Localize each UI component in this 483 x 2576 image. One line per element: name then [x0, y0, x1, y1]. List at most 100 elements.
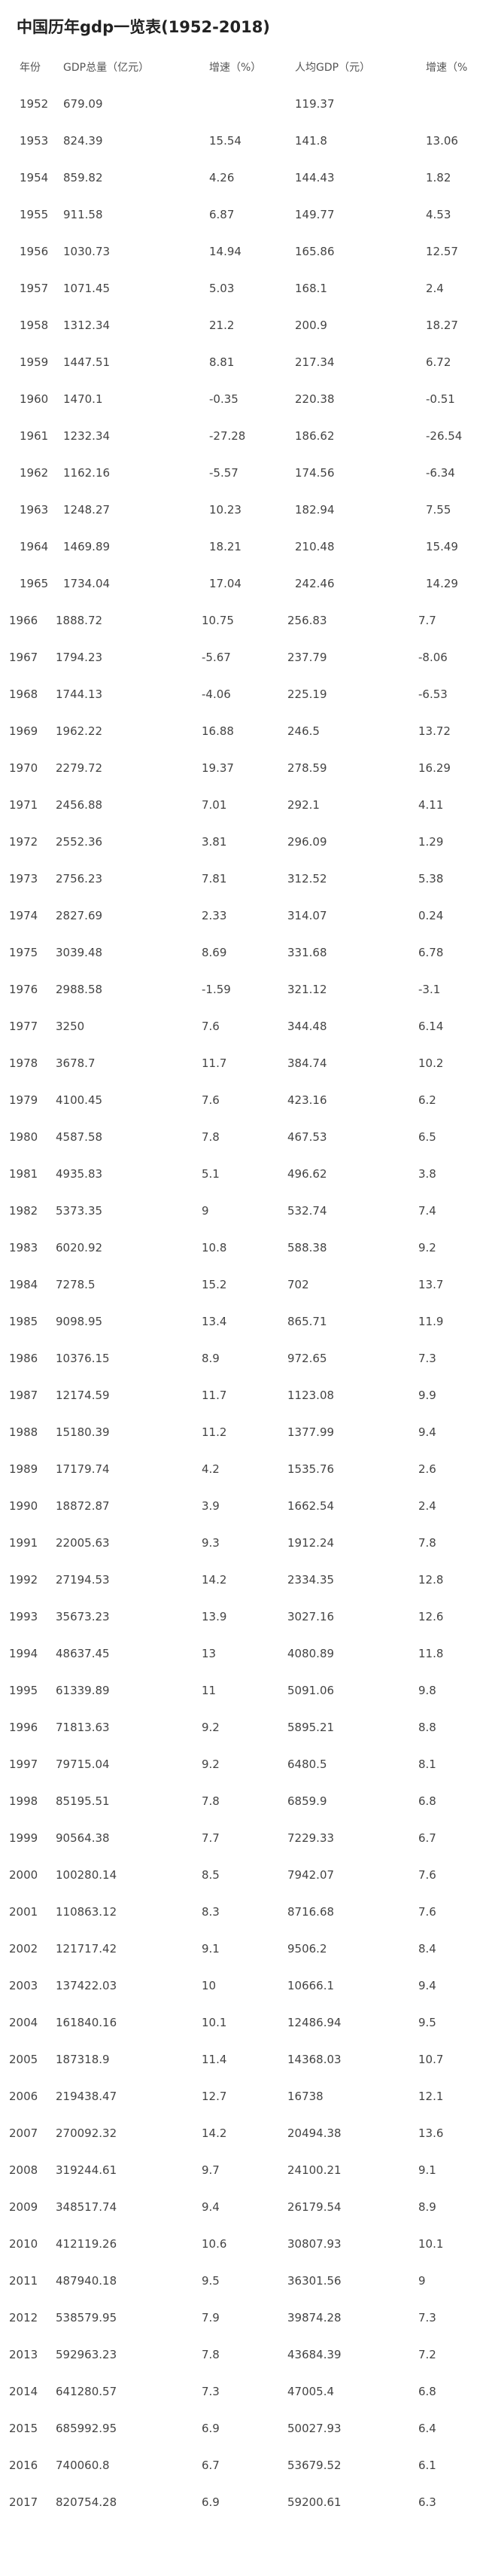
cell-gdp-per-capita: 1377.99: [287, 1425, 335, 1439]
cell-year: 1998: [9, 1794, 38, 1808]
cell-gdp-per-capita: 278.59: [287, 761, 327, 775]
cell-gdp-per-capita: 344.48: [287, 1020, 327, 1033]
cell-per-capita-growth: 9: [418, 2274, 426, 2288]
table-row: 1999 90564.38 7.7 7229.33 6.7: [0, 1820, 483, 1857]
table-row: 1983 6020.92 10.8 588.38 9.2: [0, 1230, 483, 1267]
cell-gdp-per-capita: 210.48: [295, 540, 335, 553]
cell-gdp-growth: 21.2: [209, 319, 235, 332]
cell-per-capita-growth: 9.1: [418, 2163, 436, 2177]
cell-per-capita-growth: 7.7: [418, 614, 436, 627]
cell-gdp-total: 911.58: [63, 208, 103, 221]
cell-per-capita-growth: 6.4: [418, 2422, 436, 2435]
cell-gdp-per-capita: 865.71: [287, 1315, 327, 1328]
cell-gdp-growth: 9.5: [202, 2274, 220, 2288]
cell-year: 1964: [20, 540, 49, 553]
cell-year: 1979: [9, 1093, 38, 1107]
cell-per-capita-growth: 2.4: [418, 1499, 436, 1513]
cell-gdp-per-capita: 149.77: [295, 208, 335, 221]
cell-gdp-per-capita: 14368.03: [287, 2053, 342, 2066]
cell-gdp-growth: 9.3: [202, 1536, 220, 1550]
cell-gdp-growth: 6.7: [202, 2459, 220, 2472]
cell-gdp-growth: 10.1: [202, 2016, 227, 2029]
cell-year: 1997: [9, 1757, 38, 1771]
table-row: 1998 85195.51 7.8 6859.9 6.8: [0, 1783, 483, 1820]
cell-year: 1989: [9, 1462, 38, 1476]
cell-per-capita-growth: 6.8: [418, 1794, 436, 1808]
table-row: 1989 17179.74 4.2 1535.76 2.6: [0, 1451, 483, 1488]
cell-gdp-total: 1248.27: [63, 503, 111, 517]
table-row: 1971 2456.88 7.01 292.1 4.11: [0, 787, 483, 824]
cell-per-capita-growth: 6.3: [418, 2495, 436, 2509]
cell-gdp-growth: 3.81: [202, 835, 227, 849]
cell-per-capita-growth: 6.72: [426, 355, 451, 369]
table-row: 2011 487940.18 9.5 36301.56 9: [0, 2263, 483, 2300]
cell-per-capita-growth: 12.8: [418, 1573, 444, 1587]
cell-per-capita-growth: 7.3: [418, 2311, 436, 2324]
cell-per-capita-growth: 1.29: [418, 835, 444, 849]
cell-gdp-total: 71813.63: [56, 1721, 110, 1734]
table-row: 1966 1888.72 10.75 256.83 7.7: [0, 602, 483, 639]
table-row: 2017 820754.28 6.9 59200.61 6.3: [0, 2484, 483, 2521]
cell-year: 1958: [20, 319, 49, 332]
cell-gdp-growth: 7.8: [202, 1794, 220, 1808]
cell-gdp-total: 4587.58: [56, 1130, 103, 1144]
cell-gdp-per-capita: 217.34: [295, 355, 335, 369]
cell-gdp-per-capita: 532.74: [287, 1204, 327, 1218]
cell-per-capita-growth: 9.9: [418, 1389, 436, 1402]
cell-gdp-total: 7278.5: [56, 1278, 96, 1291]
cell-per-capita-growth: -8.06: [418, 651, 448, 664]
cell-year: 1986: [9, 1352, 38, 1365]
cell-year: 2006: [9, 2090, 38, 2103]
table-row: 1973 2756.23 7.81 312.52 5.38: [0, 861, 483, 898]
cell-gdp-growth: 8.9: [202, 1352, 220, 1365]
header-year: 年份: [20, 62, 41, 74]
cell-gdp-total: 35673.23: [56, 1610, 110, 1623]
cell-per-capita-growth: 6.7: [418, 1831, 436, 1845]
cell-gdp-per-capita: 174.56: [295, 466, 335, 480]
cell-gdp-per-capita: 246.5: [287, 724, 320, 738]
cell-per-capita-growth: 6.1: [418, 2459, 436, 2472]
cell-gdp-growth: 7.6: [202, 1020, 220, 1033]
cell-gdp-per-capita: 296.09: [287, 835, 327, 849]
cell-per-capita-growth: 9.4: [418, 1425, 436, 1439]
cell-year: 1970: [9, 761, 38, 775]
cell-year: 2010: [9, 2237, 38, 2251]
cell-gdp-growth: 7.7: [202, 1831, 220, 1845]
table-row: 2005 187318.9 11.4 14368.03 10.7: [0, 2041, 483, 2078]
table-row: 1976 2988.58 -1.59 321.12 -3.1: [0, 971, 483, 1008]
cell-year: 2017: [9, 2495, 38, 2509]
cell-gdp-per-capita: 165.86: [295, 245, 335, 258]
cell-gdp-per-capita: 6480.5: [287, 1757, 327, 1771]
cell-gdp-total: 219438.47: [56, 2090, 117, 2103]
cell-per-capita-growth: -6.53: [418, 687, 448, 701]
cell-per-capita-growth: 9.5: [418, 2016, 436, 2029]
cell-gdp-per-capita: 10666.1: [287, 1979, 335, 1992]
cell-gdp-total: 1071.45: [63, 282, 111, 295]
cell-gdp-growth: -4.06: [202, 687, 231, 701]
cell-gdp-per-capita: 1123.08: [287, 1389, 335, 1402]
cell-gdp-growth: -1.59: [202, 983, 231, 996]
table-row: 1975 3039.48 8.69 331.68 6.78: [0, 934, 483, 971]
cell-gdp-per-capita: 9506.2: [287, 1942, 327, 1956]
cell-gdp-growth: 10: [202, 1979, 217, 1992]
cell-gdp-per-capita: 496.62: [287, 1167, 327, 1181]
table-row: 1954 859.82 4.26 144.43 1.82: [0, 160, 483, 197]
cell-gdp-total: 592963.23: [56, 2348, 117, 2361]
cell-year: 2011: [9, 2274, 38, 2288]
cell-year: 1971: [9, 798, 38, 812]
cell-per-capita-growth: 6.2: [418, 1093, 436, 1107]
table-row: 1982 5373.35 9 532.74 7.4: [0, 1193, 483, 1230]
cell-year: 1961: [20, 429, 49, 443]
cell-per-capita-growth: 7.3: [418, 1352, 436, 1365]
cell-gdp-per-capita: 384.74: [287, 1056, 327, 1070]
cell-year: 1991: [9, 1536, 38, 1550]
cell-gdp-total: 1312.34: [63, 319, 111, 332]
cell-year: 1969: [9, 724, 38, 738]
cell-year: 1996: [9, 1721, 38, 1734]
cell-gdp-growth: -27.28: [209, 429, 246, 443]
cell-year: 2000: [9, 1868, 38, 1882]
cell-gdp-per-capita: 39874.28: [287, 2311, 342, 2324]
cell-gdp-growth: 15.2: [202, 1278, 227, 1291]
cell-gdp-growth: 11.7: [202, 1389, 227, 1402]
cell-gdp-growth: 10.23: [209, 503, 242, 517]
